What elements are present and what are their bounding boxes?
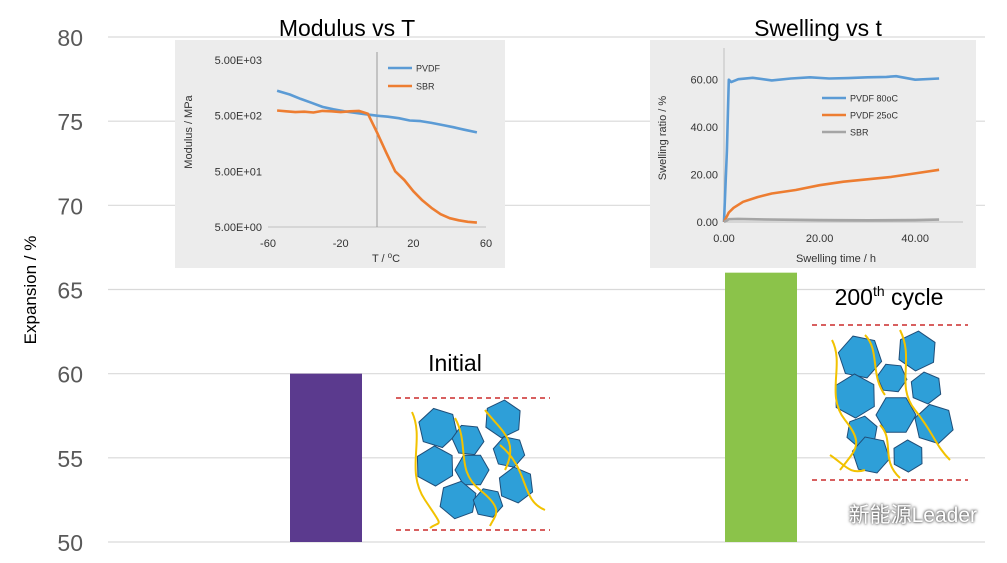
active-particle	[498, 466, 534, 504]
modulus-inset: 5.00E+00 5.00E+01 5.00E+02 5.00E+03 -60 -20 20…	[175, 40, 505, 268]
main-y-tick-label: 65	[57, 278, 83, 304]
modulus-axes	[268, 52, 486, 228]
i2-x-tick-label: 40.00	[901, 233, 929, 245]
main-y-tick-label: 55	[57, 446, 83, 472]
binder-strand	[879, 424, 901, 479]
wechat-icon	[810, 502, 841, 525]
main-bars	[290, 272, 797, 542]
i1-x-tick-label: -20	[333, 238, 349, 250]
swelling-series	[722, 74, 940, 224]
active-particle	[835, 373, 875, 419]
binder-strand	[499, 444, 546, 511]
i1-legend-label: PVDF	[416, 64, 441, 74]
binder-strand	[864, 334, 886, 396]
i2-legend-label: SBR	[850, 128, 869, 138]
main-y-tick-label: 75	[57, 109, 83, 135]
binder-strand	[829, 454, 866, 473]
watermark-text: 新能源Leader	[848, 504, 977, 527]
watermark: 新能源Leader	[810, 499, 977, 529]
modulus-inset-background	[175, 40, 505, 268]
active-particle	[898, 330, 936, 372]
cycled-particle-illustration	[812, 324, 968, 481]
swelling-legend: PVDF 80oC PVDF 25oC SBR	[822, 94, 899, 138]
i2-series-pvdf-25oc	[722, 168, 940, 223]
swelling-tick-labels: 0.00 20.00 40.00 60.00 0.00 20.00 40.00	[690, 75, 928, 245]
active-particle	[439, 480, 477, 520]
active-particle	[910, 371, 942, 405]
main-y-tick-labels: 50 55 60 65 70 75 80	[57, 25, 83, 556]
main-y-tick-label: 70	[57, 193, 83, 219]
active-particle	[837, 335, 883, 379]
swelling-y-axis-label: Swelling ratio / %	[657, 96, 669, 181]
i1-x-tick-label: -60	[260, 238, 276, 250]
i2-y-tick-label: 60.00	[690, 75, 718, 87]
active-particle	[893, 439, 923, 473]
i1-y-tick-label: 5.00E+01	[215, 166, 262, 178]
binder-strand	[411, 411, 440, 529]
modulus-tick-labels: 5.00E+00 5.00E+01 5.00E+02 5.00E+03 -60 -20 20…	[215, 55, 493, 250]
i2-legend-label: PVDF 25oC	[850, 111, 899, 121]
active-particle	[416, 445, 454, 487]
modulus-series	[276, 89, 478, 224]
i2-x-tick-label: 0.00	[713, 233, 734, 245]
bar-200th-cycle	[725, 272, 797, 542]
active-particle	[485, 399, 521, 439]
active-particle	[418, 407, 458, 449]
active-particle	[472, 488, 504, 518]
i2-y-tick-label: 40.00	[690, 122, 718, 134]
cycle-label: 200th cycle	[835, 283, 944, 310]
i1-x-tick-label: 20	[407, 238, 419, 250]
bar-initial	[290, 373, 362, 542]
initial-particle-illustration	[396, 397, 550, 531]
i2-y-tick-label: 20.00	[690, 170, 718, 182]
main-y-tick-label: 50	[57, 530, 83, 556]
binder-strand	[484, 409, 512, 471]
active-particle	[454, 454, 490, 486]
main-y-axis-label: Expansion / %	[21, 236, 40, 345]
i2-y-tick-label: 0.00	[697, 217, 718, 229]
i2-legend-label: PVDF 80oC	[850, 94, 899, 104]
active-particle	[451, 424, 485, 456]
modulus-x-axis-label: T / oC	[372, 251, 400, 265]
i1-y-tick-label: 5.00E+00	[215, 222, 262, 234]
main-y-tick-label: 80	[57, 25, 83, 51]
swelling-x-axis-label: Swelling time / h	[796, 253, 876, 265]
i1-series-pvdf	[276, 89, 478, 134]
main-y-tick-label: 60	[57, 362, 83, 388]
modulus-y-axis-label: Modulus / MPa	[183, 94, 195, 168]
swelling-title: Swelling vs t	[754, 15, 882, 41]
i2-x-tick-label: 20.00	[806, 233, 834, 245]
active-particle	[875, 397, 917, 433]
i1-y-tick-label: 5.00E+03	[215, 55, 262, 67]
modulus-legend: PVDF SBR	[388, 64, 441, 92]
i1-x-tick-label: 60	[480, 238, 492, 250]
binder-strand	[454, 417, 498, 527]
active-particle	[851, 436, 891, 474]
i2-series-pvdf-80oc	[722, 74, 940, 223]
i1-legend-label: SBR	[416, 82, 435, 92]
i2-series-sbr	[723, 217, 940, 224]
swelling-inset: 0.00 20.00 40.00 60.00 0.00 20.00 40.00 Swelli…	[650, 40, 976, 268]
modulus-title: Modulus vs T	[279, 15, 415, 41]
initial-label: Initial	[428, 350, 482, 376]
binder-strand	[831, 339, 858, 471]
i1-y-tick-label: 5.00E+02	[215, 111, 262, 123]
binder-strand	[899, 329, 951, 461]
i1-series-sbr	[276, 109, 478, 224]
